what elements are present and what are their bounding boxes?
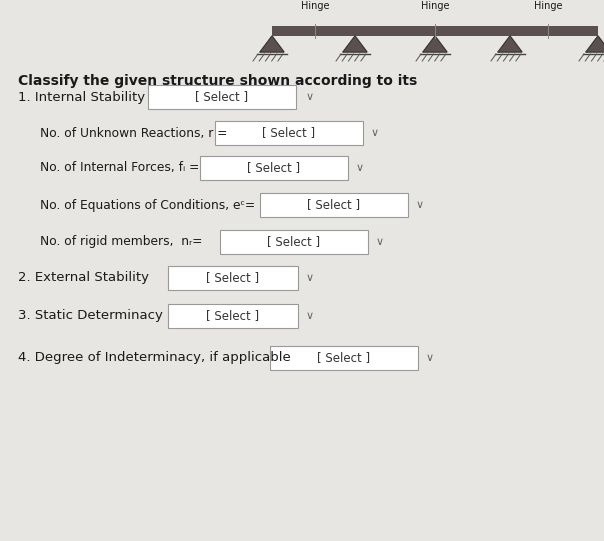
Text: ∨: ∨ [426,353,434,363]
Bar [260,193,408,217]
Text: ∨: ∨ [376,237,384,247]
Bar [148,85,296,109]
Text: 1. Internal Stability: 1. Internal Stability [18,90,145,103]
Polygon shape [423,36,447,52]
Text: Hinge: Hinge [421,1,449,11]
Text: ∨: ∨ [306,311,314,321]
Polygon shape [343,36,367,52]
Text: ∨: ∨ [306,92,314,102]
Bar [220,230,368,254]
Polygon shape [498,36,522,52]
Text: [ Select ]: [ Select ] [196,90,249,103]
Text: No. of Internal Forces, fᵢ =: No. of Internal Forces, fᵢ = [40,162,199,175]
Text: Classify the given structure shown according to its: Classify the given structure shown accor… [18,74,417,88]
Text: [ Select ]: [ Select ] [307,199,361,212]
Text: ∨: ∨ [416,200,424,210]
Text: No. of rigid members,  nᵣ=: No. of rigid members, nᵣ= [40,235,202,248]
Text: 2. External Stability: 2. External Stability [18,272,149,285]
Bar [270,346,418,370]
Text: No. of Equations of Conditions, eᶜ=: No. of Equations of Conditions, eᶜ= [40,199,255,212]
Text: [ Select ]: [ Select ] [318,352,371,365]
Text: [ Select ]: [ Select ] [268,235,321,248]
Text: [ Select ]: [ Select ] [262,127,315,140]
Text: ∨: ∨ [356,163,364,173]
Bar [200,156,348,180]
Polygon shape [586,36,604,52]
Text: 3. Static Determinacy: 3. Static Determinacy [18,309,163,322]
Bar [168,304,298,328]
Text: [ Select ]: [ Select ] [248,162,301,175]
Text: Hinge: Hinge [301,1,329,11]
Text: Hinge: Hinge [534,1,562,11]
Polygon shape [260,36,284,52]
Text: 4. Degree of Indeterminacy, if applicable: 4. Degree of Indeterminacy, if applicabl… [18,352,291,365]
Text: [ Select ]: [ Select ] [207,309,260,322]
Text: No. of Unknown Reactions, r =: No. of Unknown Reactions, r = [40,127,227,140]
Text: ∨: ∨ [371,128,379,138]
Bar [215,121,363,145]
Bar [168,266,298,290]
Bar [272,26,598,36]
Text: ∨: ∨ [306,273,314,283]
Text: [ Select ]: [ Select ] [207,272,260,285]
